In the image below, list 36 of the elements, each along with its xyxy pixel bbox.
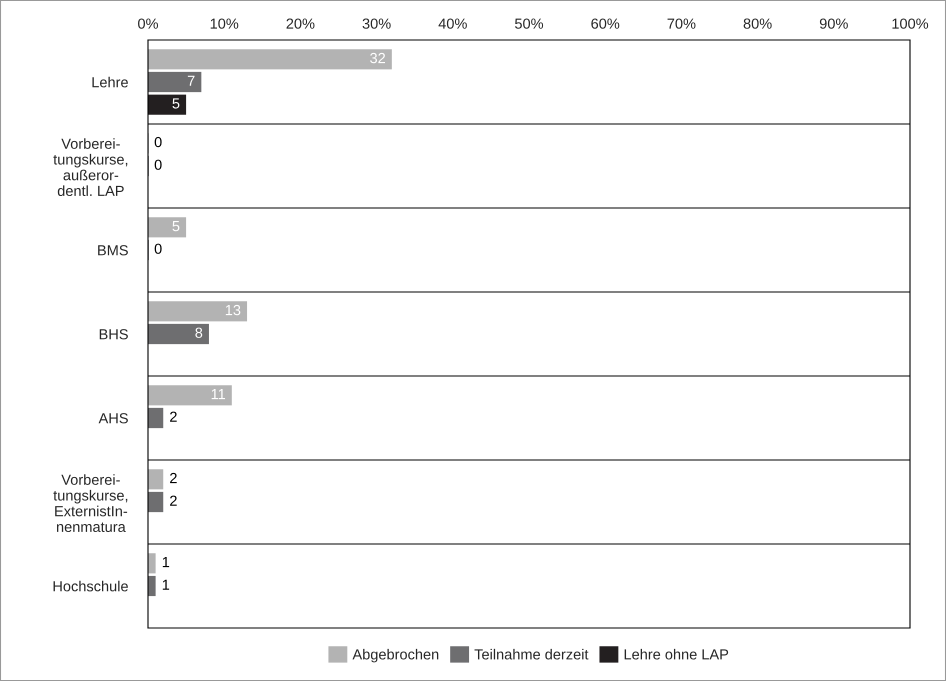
y-tick-label: Hochschule: [54, 580, 128, 592]
data-label: 1: [162, 580, 170, 590]
y-tick-label: AHS: [98, 413, 128, 424]
data-label: 8: [195, 328, 202, 338]
x-tick-label: 40%: [438, 18, 467, 29]
x-tick-label: 50%: [514, 18, 544, 29]
x-tick-label: 0%: [138, 18, 158, 29]
data-label: 2: [170, 412, 177, 422]
data-label: 5: [172, 221, 180, 232]
legend-label: Abgebrochen: [352, 648, 438, 662]
data-label: 0: [154, 136, 162, 148]
data-label: 2: [170, 472, 177, 484]
y-tick-label: Lehre: [92, 76, 128, 88]
x-tick-label: 20%: [286, 18, 314, 29]
data-label: 32: [370, 52, 386, 64]
x-tick-label: 80%: [744, 18, 772, 29]
x-tick-label: 100%: [892, 18, 928, 29]
y-tick-label: BHS: [100, 329, 128, 340]
x-tick-label: 10%: [210, 18, 238, 29]
data-label: 1: [162, 557, 170, 568]
legend-label: Lehre ohne LAP: [624, 648, 728, 660]
legend-label: Teilnahme derzeit: [474, 648, 588, 660]
data-label: 0: [154, 160, 162, 170]
data-label: 5: [172, 98, 180, 109]
y-tick-label: Vorberei- tungskurse, außeror- dentl. LAP: [53, 138, 128, 196]
data-label: 13: [226, 304, 240, 316]
data-label: 0: [154, 244, 162, 254]
x-tick-label: 60%: [591, 18, 620, 29]
x-tick-label: 90%: [820, 18, 848, 29]
y-tick-label: Vorberei- tungskurse, ExternistIn- nenmatura: [53, 474, 128, 532]
data-label: 2: [170, 496, 177, 506]
x-tick-label: 30%: [362, 18, 391, 29]
x-tick-label: 70%: [668, 18, 696, 29]
data-label: 11: [212, 389, 226, 400]
y-tick-label: BMS: [98, 245, 128, 256]
data-label: 7: [188, 76, 195, 86]
